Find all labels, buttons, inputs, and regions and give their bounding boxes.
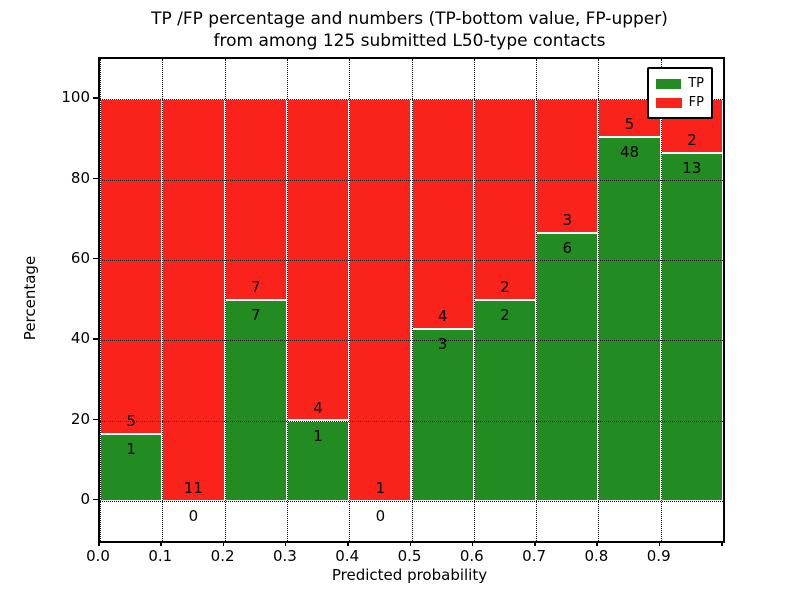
y-tick-label: 0 [80, 489, 90, 508]
gridline-horizontal [100, 420, 723, 422]
x-tick [347, 541, 349, 546]
gridline-vertical [100, 59, 101, 541]
gridline-horizontal [100, 179, 723, 181]
x-tick [160, 541, 162, 546]
chart-title-line2: from among 125 submitted L50-type contac… [213, 31, 606, 51]
tp-color-swatch [656, 78, 682, 89]
x-tick-label: 0.7 [522, 547, 547, 565]
tp-count-label: 48 [620, 143, 640, 162]
x-tick-label: 0.8 [584, 547, 609, 565]
x-tick [721, 541, 723, 546]
bar-tp-segment [598, 137, 661, 501]
x-tick [471, 541, 474, 546]
bar-tp-segment [286, 420, 350, 501]
x-tick [596, 541, 598, 546]
y-tick [93, 418, 98, 420]
gridline-horizontal [100, 99, 723, 101]
legend-item-tp: TP [656, 74, 704, 93]
bar-fp-segment [473, 99, 537, 300]
bar-tp-segment [473, 300, 537, 501]
gridline-vertical [660, 59, 662, 541]
bar-tp-segment [100, 433, 163, 501]
x-tick-label: 0.0 [86, 547, 110, 565]
tp-count-label: 2 [500, 306, 510, 324]
fp-count-label: 7 [250, 278, 261, 296]
gridline-vertical [536, 59, 538, 541]
bar-fp-segment [411, 99, 474, 329]
tp-count-label: 13 [682, 158, 702, 177]
gridline-vertical [411, 59, 413, 541]
tp-count-label: 0 [188, 506, 199, 525]
x-tick-label: 0.4 [335, 547, 360, 565]
y-tick [93, 338, 98, 340]
bar-fp-segment [224, 99, 287, 300]
x-tick [658, 541, 661, 546]
gridline-vertical [723, 59, 724, 541]
tp-count-label: 7 [250, 306, 261, 324]
x-tick-label: 0.6 [459, 547, 484, 565]
bar-tp-segment [536, 233, 599, 501]
gridline-vertical [473, 59, 475, 541]
y-tick-label: 40 [70, 329, 90, 348]
gridline-vertical [349, 59, 351, 541]
x-tick [98, 541, 100, 546]
gridline-vertical [224, 59, 226, 541]
bar-tp-segment [411, 328, 474, 501]
chart-title-line1: TP /FP percentage and numbers (TP-bottom… [151, 9, 668, 29]
legend-item-fp: FP [656, 93, 704, 112]
fp-color-swatch [656, 97, 682, 108]
bar-fp-segment [162, 99, 225, 501]
x-tick [222, 541, 225, 546]
fp-count-label: 5 [624, 115, 635, 134]
y-tick [93, 257, 98, 260]
gridline-vertical [598, 59, 600, 541]
fp-count-label: 5 [126, 411, 136, 430]
y-tick-label: 20 [70, 409, 90, 428]
x-tick-label: 0.1 [148, 547, 173, 565]
tp-count-label: 6 [562, 239, 573, 258]
fp-count-label: 11 [183, 478, 203, 497]
bar-fp-segment [349, 99, 412, 501]
plot-area: 5 1 11 0 7 7 4 1 1 0 4 3 2 2 3 6 5 48 2 13 [98, 57, 725, 543]
fp-count-label: 2 [500, 278, 510, 296]
y-axis-label: Percentage [21, 255, 39, 341]
fp-legend-label: FP [688, 95, 704, 110]
x-tick-label: 0.2 [210, 547, 235, 565]
gridline-horizontal [100, 340, 723, 342]
y-tick [93, 97, 98, 99]
tp-count-label: 0 [375, 506, 386, 525]
x-tick-label: 0.3 [272, 547, 297, 565]
fp-count-label: 3 [562, 211, 573, 230]
tp-count-label: 1 [126, 439, 136, 458]
y-tick [93, 498, 98, 501]
y-tick-label: 80 [70, 168, 90, 187]
bar-tp-segment [224, 300, 287, 501]
y-tick-label: 100 [61, 88, 90, 107]
legend: TP FP [647, 67, 713, 119]
tp-count-label: 1 [313, 426, 323, 445]
bar-tp-segment [660, 152, 723, 501]
x-tick-label: 0.5 [397, 547, 422, 565]
y-tick-label: 60 [70, 248, 90, 267]
fp-count-label: 4 [437, 306, 448, 325]
fp-count-label: 2 [687, 130, 697, 149]
x-tick-label: 0.9 [646, 547, 671, 565]
tp-legend-label: TP [688, 76, 704, 91]
x-axis-label: Predicted probability [331, 566, 488, 584]
gridline-vertical [162, 59, 164, 541]
x-tick [284, 541, 287, 546]
bar-fp-segment [536, 99, 599, 234]
gridline-vertical [286, 59, 288, 541]
y-tick [93, 177, 98, 179]
gridline-horizontal [100, 500, 723, 502]
fp-count-label: 1 [375, 478, 386, 497]
fp-count-label: 4 [313, 398, 323, 417]
x-tick [409, 541, 411, 546]
bar-fp-segment [100, 99, 163, 434]
tp-count-label: 3 [437, 334, 448, 353]
x-tick [534, 541, 536, 546]
gridline-horizontal [100, 259, 723, 261]
